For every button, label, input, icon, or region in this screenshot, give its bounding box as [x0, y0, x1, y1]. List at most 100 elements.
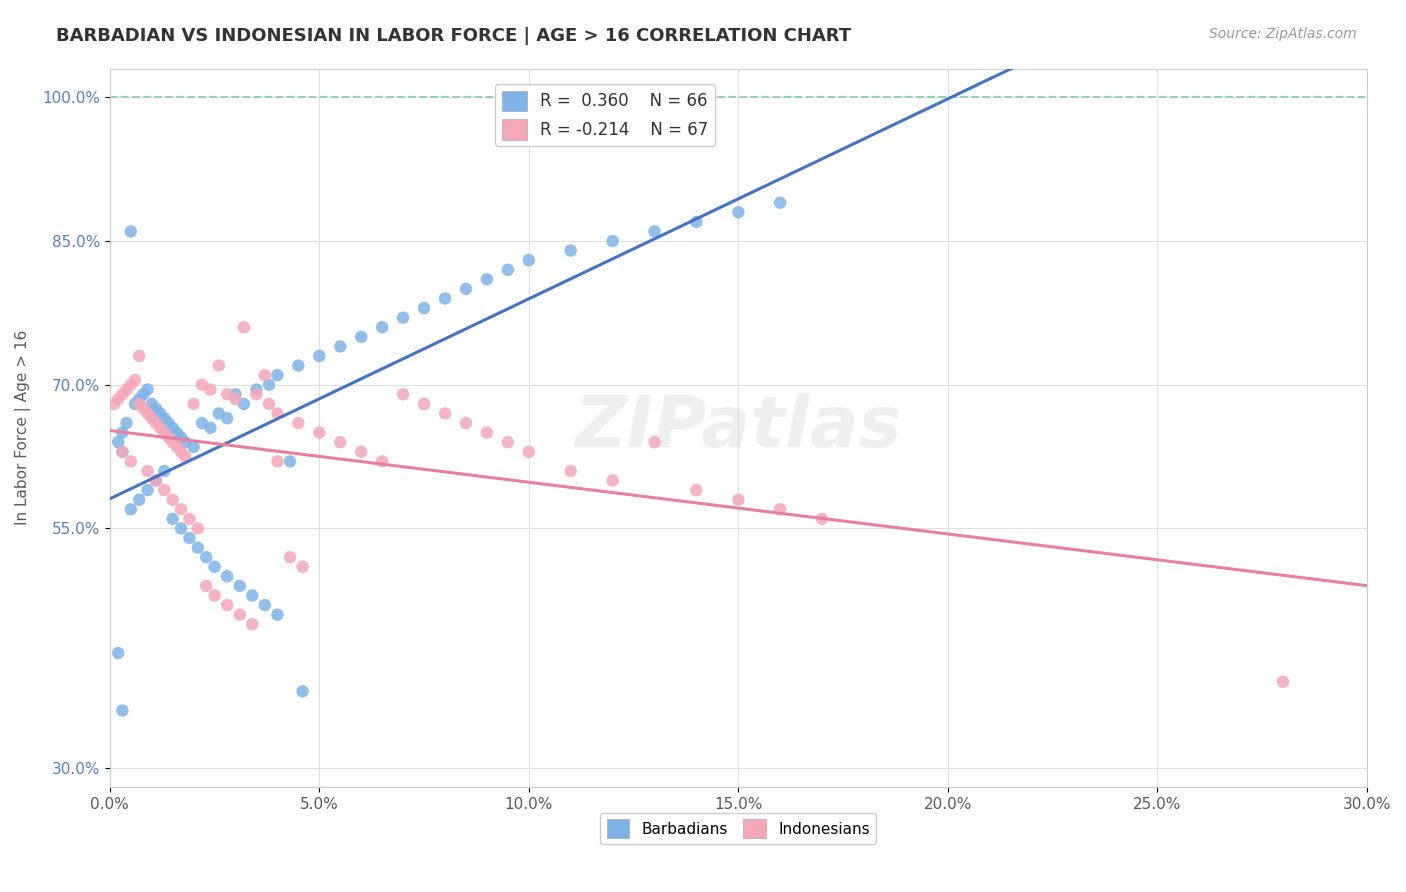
- Point: [769, 195, 792, 210]
- Point: [200, 383, 222, 397]
- Point: [1271, 674, 1294, 689]
- Point: [350, 330, 373, 344]
- Point: [145, 474, 167, 488]
- Point: [124, 397, 146, 411]
- Point: [644, 224, 666, 238]
- Point: [208, 407, 231, 421]
- Point: [195, 550, 218, 565]
- Point: [413, 397, 436, 411]
- Point: [128, 397, 150, 411]
- Point: [128, 492, 150, 507]
- Point: [136, 464, 159, 478]
- Point: [141, 411, 163, 425]
- Point: [278, 454, 301, 468]
- Point: [132, 401, 155, 416]
- Point: [111, 425, 134, 440]
- Point: [434, 407, 457, 421]
- Point: [149, 407, 172, 421]
- Point: [266, 454, 288, 468]
- Point: [811, 512, 834, 526]
- Point: [517, 253, 540, 268]
- Point: [278, 550, 301, 565]
- Point: [308, 425, 330, 440]
- Point: [496, 435, 519, 450]
- Point: [560, 244, 582, 258]
- Point: [115, 416, 138, 430]
- Point: [111, 387, 134, 401]
- Point: [291, 559, 314, 574]
- Point: [245, 383, 267, 397]
- Point: [120, 224, 142, 238]
- Point: [454, 282, 477, 296]
- Point: [157, 416, 180, 430]
- Point: [136, 383, 159, 397]
- Point: [136, 483, 159, 497]
- Point: [517, 444, 540, 458]
- Point: [153, 411, 176, 425]
- Point: [149, 421, 172, 435]
- Point: [257, 397, 280, 411]
- Point: [253, 598, 276, 612]
- Point: [170, 502, 193, 516]
- Point: [308, 349, 330, 363]
- Point: [350, 444, 373, 458]
- Point: [228, 579, 250, 593]
- Point: [162, 421, 184, 435]
- Point: [208, 359, 231, 373]
- Point: [136, 407, 159, 421]
- Point: [162, 435, 184, 450]
- Point: [162, 492, 184, 507]
- Point: [371, 320, 394, 334]
- Point: [240, 589, 263, 603]
- Point: [157, 430, 180, 444]
- Point: [204, 589, 226, 603]
- Point: [560, 464, 582, 478]
- Point: [153, 483, 176, 497]
- Point: [145, 416, 167, 430]
- Point: [329, 339, 352, 353]
- Point: [187, 541, 209, 555]
- Point: [602, 234, 624, 248]
- Point: [103, 397, 125, 411]
- Point: [187, 521, 209, 535]
- Point: [179, 512, 201, 526]
- Point: [111, 704, 134, 718]
- Point: [162, 512, 184, 526]
- Point: [153, 425, 176, 440]
- Point: [232, 397, 254, 411]
- Point: [245, 387, 267, 401]
- Point: [174, 450, 197, 464]
- Point: [217, 569, 239, 583]
- Point: [434, 292, 457, 306]
- Point: [392, 387, 415, 401]
- Point: [232, 320, 254, 334]
- Point: [141, 397, 163, 411]
- Point: [371, 454, 394, 468]
- Point: [602, 474, 624, 488]
- Text: Source: ZipAtlas.com: Source: ZipAtlas.com: [1209, 27, 1357, 41]
- Point: [225, 387, 247, 401]
- Point: [166, 425, 188, 440]
- Point: [183, 440, 205, 454]
- Point: [170, 521, 193, 535]
- Point: [191, 416, 214, 430]
- Point: [266, 407, 288, 421]
- Point: [145, 474, 167, 488]
- Point: [228, 607, 250, 622]
- Point: [287, 416, 309, 430]
- Point: [392, 310, 415, 325]
- Point: [120, 377, 142, 392]
- Point: [111, 444, 134, 458]
- Point: [153, 464, 176, 478]
- Point: [128, 392, 150, 406]
- Point: [191, 377, 214, 392]
- Legend: Barbadians, Indonesians: Barbadians, Indonesians: [600, 814, 876, 844]
- Text: ZIPatlas: ZIPatlas: [575, 393, 903, 462]
- Point: [413, 301, 436, 315]
- Point: [240, 617, 263, 632]
- Point: [183, 397, 205, 411]
- Point: [200, 421, 222, 435]
- Point: [769, 502, 792, 516]
- Point: [107, 435, 129, 450]
- Point: [291, 684, 314, 698]
